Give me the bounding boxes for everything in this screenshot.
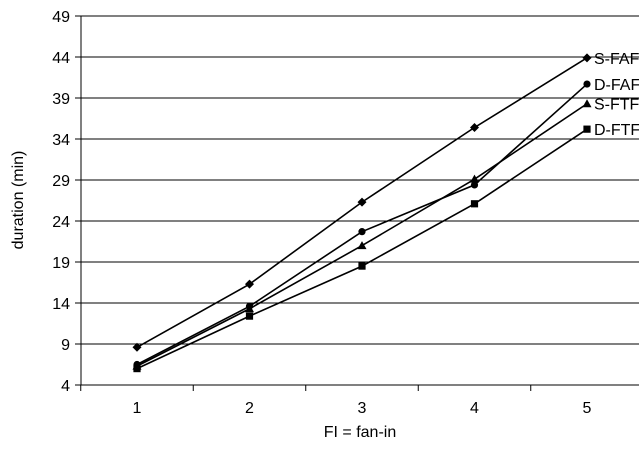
series-label-s-faf: S-FAF [594,51,639,68]
x-tick-label: 1 [133,400,142,417]
data-point-s-faf [132,342,142,352]
series-d-ftf [133,125,591,373]
data-point-d-faf [470,181,479,189]
series-label-d-faf: D-FAF [594,77,639,94]
y-axis-title: duration (min) [10,151,27,250]
data-point-s-faf [582,53,592,63]
y-tick-label: 44 [52,50,70,67]
x-axis-title: FI = fan-in [324,424,396,441]
label-layer: S-FAF D-FAF S-FTF D-FTF [594,51,639,139]
x-tick-label: 2 [245,400,254,417]
data-point-s-ftf [245,304,254,313]
data-point-s-faf [470,123,479,133]
data-point-s-faf [245,279,254,289]
series-s-faf [132,53,592,352]
x-tick-label: 3 [358,400,367,417]
y-tick-label: 49 [52,9,70,26]
data-point-s-ftf [582,99,592,108]
y-tick-label: 29 [52,173,70,190]
x-tick-label: 5 [583,400,592,417]
y-tick-label: 4 [61,378,70,395]
data-point-d-faf [358,228,366,236]
data-point-d-ftf [583,125,591,133]
y-tick-label: 9 [61,337,70,354]
data-point-d-ftf [358,262,366,270]
x-tick-label: 4 [470,400,479,417]
series-d-faf [133,80,591,369]
y-tick-label: 39 [52,91,70,108]
data-point-d-faf [583,80,591,88]
series-label-d-ftf: D-FTF [594,122,639,139]
y-tick-label: 19 [52,255,70,272]
y-tick-label: 14 [52,296,70,313]
series-layer [132,53,592,373]
data-point-s-ftf [470,174,479,183]
y-tick-label: 34 [52,132,70,149]
data-point-s-faf [357,197,367,207]
data-point-d-ftf [470,200,479,208]
series-line-d-faf [136,83,588,366]
data-point-d-ftf [245,312,254,320]
data-point-d-ftf [133,365,141,373]
data-point-s-ftf [357,241,367,250]
grid-layer [81,15,639,386]
series-label-s-ftf: S-FTF [594,97,639,114]
y-tick-label: 24 [52,214,70,231]
